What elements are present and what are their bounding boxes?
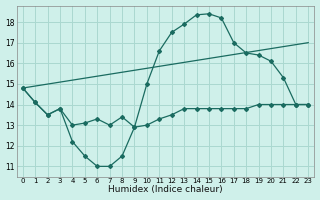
X-axis label: Humidex (Indice chaleur): Humidex (Indice chaleur) xyxy=(108,185,223,194)
